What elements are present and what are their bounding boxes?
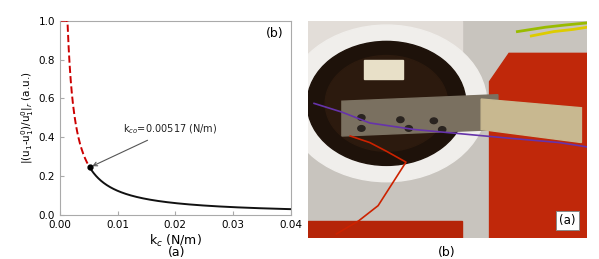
Polygon shape	[481, 99, 582, 142]
Circle shape	[405, 126, 412, 131]
X-axis label: k$_c$ (N/m): k$_c$ (N/m)	[149, 233, 202, 249]
Circle shape	[286, 25, 487, 182]
Circle shape	[438, 127, 446, 132]
Text: (a): (a)	[559, 214, 576, 227]
Text: (a): (a)	[168, 246, 186, 259]
Text: (b): (b)	[266, 27, 283, 40]
Text: (b): (b)	[437, 246, 455, 259]
Bar	[308, 21, 462, 119]
Circle shape	[358, 126, 365, 131]
Circle shape	[358, 115, 365, 120]
Polygon shape	[342, 95, 498, 136]
Circle shape	[307, 41, 466, 166]
Polygon shape	[489, 53, 587, 238]
Circle shape	[397, 117, 404, 123]
Y-axis label: |(u$_1$-u$_1^0$)/u$_1^0$|$_r$ (a.u.): |(u$_1$-u$_1^0$)/u$_1^0$|$_r$ (a.u.)	[19, 71, 36, 164]
Bar	[364, 60, 403, 80]
Circle shape	[325, 55, 448, 151]
Circle shape	[430, 118, 437, 124]
Polygon shape	[308, 221, 462, 238]
Text: k$_{co}$=0.00517 (N/m): k$_{co}$=0.00517 (N/m)	[93, 123, 217, 166]
